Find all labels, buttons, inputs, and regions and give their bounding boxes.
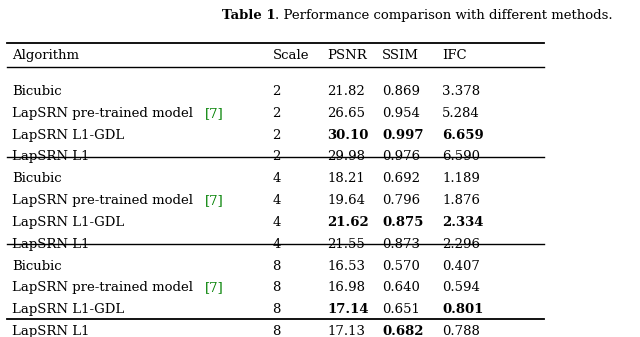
Text: 26.65: 26.65 [327,107,365,120]
Text: [7]: [7] [205,194,224,207]
Text: LapSRN L1: LapSRN L1 [12,150,90,163]
Text: 2.334: 2.334 [442,216,484,229]
Text: Scale: Scale [273,49,309,62]
Text: Table 1: Table 1 [221,9,275,22]
Text: 0.873: 0.873 [382,238,420,251]
Text: Algorithm: Algorithm [12,49,79,62]
Text: IFC: IFC [442,49,467,62]
Text: 1.189: 1.189 [442,172,480,185]
Text: 0.640: 0.640 [382,281,420,295]
Text: 19.64: 19.64 [327,194,365,207]
Text: 21.82: 21.82 [327,85,365,98]
Text: 21.62: 21.62 [327,216,369,229]
Text: 0.692: 0.692 [382,172,420,185]
Text: [7]: [7] [205,281,224,295]
Text: Bicubic: Bicubic [12,172,62,185]
Text: 17.14: 17.14 [327,303,369,316]
Text: 0.407: 0.407 [442,259,480,273]
Text: [7]: [7] [205,107,224,120]
Text: LapSRN L1-GDL: LapSRN L1-GDL [12,303,125,316]
Text: LapSRN L1-GDL: LapSRN L1-GDL [12,129,125,142]
Text: 16.53: 16.53 [327,259,365,273]
Text: LapSRN L1: LapSRN L1 [12,238,90,251]
Text: 0.954: 0.954 [382,107,420,120]
Text: 6.590: 6.590 [442,150,480,163]
Text: 2: 2 [273,85,281,98]
Text: 29.98: 29.98 [327,150,365,163]
Text: 1.876: 1.876 [442,194,480,207]
Text: 0.869: 0.869 [382,85,420,98]
Text: 0.570: 0.570 [382,259,420,273]
Text: 16.98: 16.98 [327,281,365,295]
Text: 8: 8 [273,259,281,273]
Text: 6.659: 6.659 [442,129,484,142]
Text: 2: 2 [273,129,281,142]
Text: 18.21: 18.21 [327,172,365,185]
Text: . Performance comparison with different methods.: . Performance comparison with different … [275,9,613,22]
Text: 4: 4 [273,238,281,251]
Text: 5.284: 5.284 [442,107,480,120]
Text: 0.976: 0.976 [382,150,420,163]
Text: 8: 8 [273,303,281,316]
Text: LapSRN pre-trained model: LapSRN pre-trained model [12,107,198,120]
Text: 8: 8 [273,325,281,337]
Text: 0.997: 0.997 [382,129,424,142]
Text: LapSRN L1-GDL: LapSRN L1-GDL [12,216,125,229]
Text: 17.13: 17.13 [327,325,365,337]
Text: 21.55: 21.55 [327,238,365,251]
Text: 2: 2 [273,150,281,163]
Text: 2.296: 2.296 [442,238,480,251]
Text: 4: 4 [273,216,281,229]
Text: LapSRN L1: LapSRN L1 [12,325,90,337]
Text: PSNR: PSNR [327,49,367,62]
Text: 0.788: 0.788 [442,325,480,337]
Text: LapSRN pre-trained model: LapSRN pre-trained model [12,281,198,295]
Text: 0.875: 0.875 [382,216,423,229]
Text: 0.796: 0.796 [382,194,420,207]
Text: 3.378: 3.378 [442,85,481,98]
Text: SSIM: SSIM [382,49,419,62]
Text: 0.651: 0.651 [382,303,420,316]
Text: 4: 4 [273,194,281,207]
Text: Bicubic: Bicubic [12,85,62,98]
Text: 4: 4 [273,172,281,185]
Text: Bicubic: Bicubic [12,259,62,273]
Text: 0.682: 0.682 [382,325,424,337]
Text: 30.10: 30.10 [327,129,369,142]
Text: 0.594: 0.594 [442,281,480,295]
Text: 8: 8 [273,281,281,295]
Text: 0.801: 0.801 [442,303,484,316]
Text: LapSRN pre-trained model: LapSRN pre-trained model [12,194,198,207]
Text: 2: 2 [273,107,281,120]
